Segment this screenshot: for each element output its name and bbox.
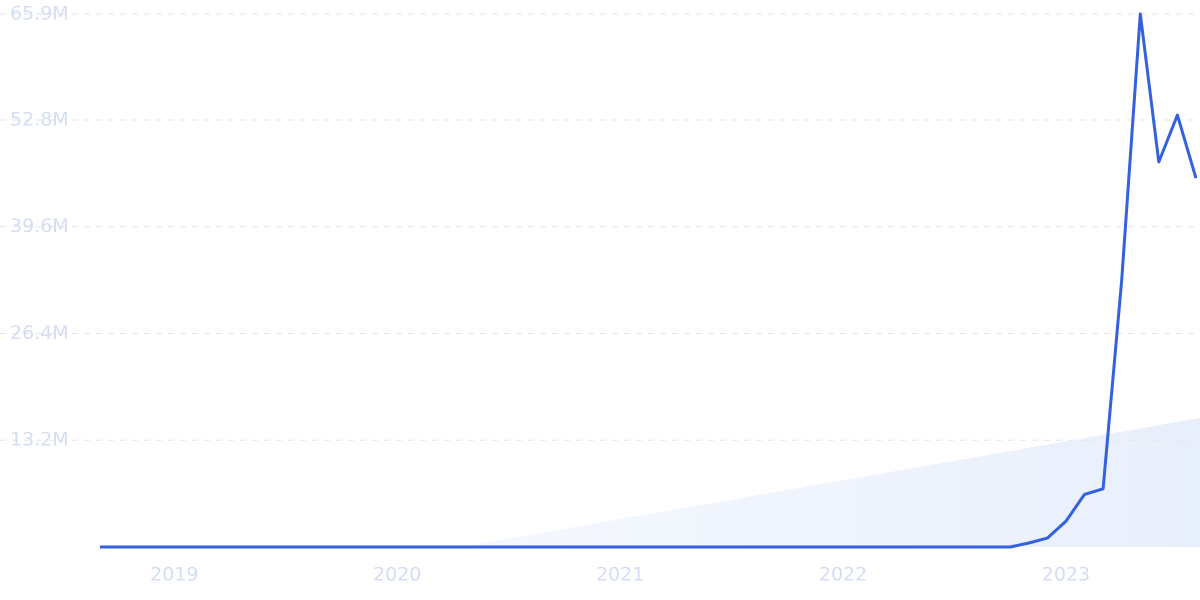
y-tick-label: 26.4M <box>10 322 69 344</box>
x-tick-label: 2021 <box>596 564 644 586</box>
y-tick-label: 39.6M <box>10 215 69 237</box>
data-line <box>100 12 1198 549</box>
x-tick-label: 2023 <box>1042 564 1090 586</box>
trend-shade <box>460 418 1200 547</box>
y-tick-label: 65.9M <box>10 3 69 25</box>
x-tick-label: 2019 <box>150 564 198 586</box>
y-tick-label: 13.2M <box>10 429 69 451</box>
x-tick-label: 2022 <box>819 564 867 586</box>
x-tick-label: 2020 <box>373 564 421 586</box>
y-tick-label: 52.8M <box>10 108 69 130</box>
